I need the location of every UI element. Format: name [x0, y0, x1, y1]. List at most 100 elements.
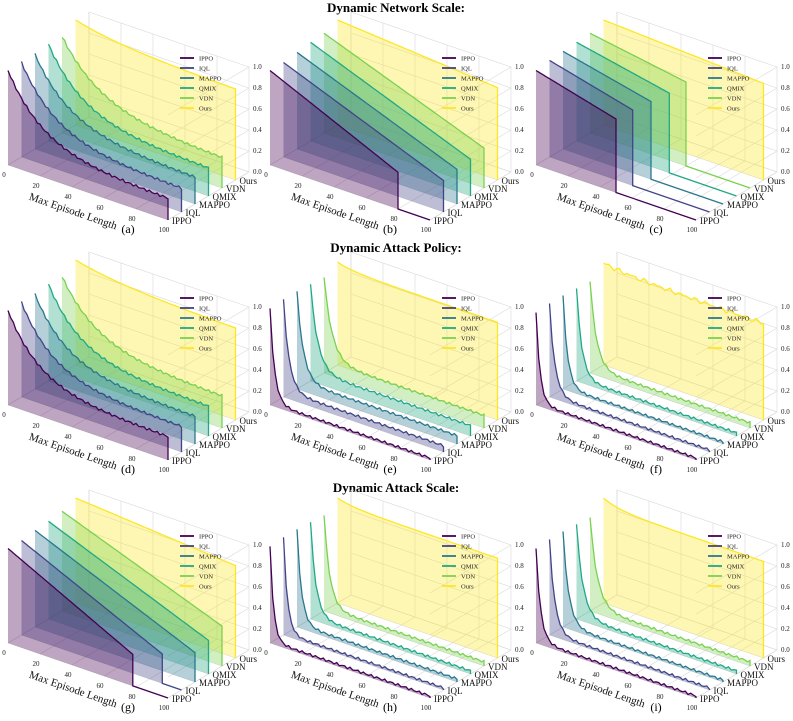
- z-tick-label: 0.4: [515, 604, 524, 612]
- grid-floor-line: [283, 396, 444, 453]
- grid-wall-hline: [350, 293, 512, 350]
- line-ippo: [535, 548, 697, 698]
- grid-floor-line: [549, 396, 710, 453]
- panel-label: (d): [121, 462, 135, 476]
- line-mappo: [296, 51, 458, 204]
- grid-wall-hline: [616, 116, 778, 173]
- panel-label: (f): [650, 462, 662, 476]
- line-iql: [20, 301, 183, 452]
- x-tick-label: 0: [264, 649, 268, 657]
- line-iql: [282, 299, 445, 452]
- legend-label-ippo: IPPO: [199, 56, 213, 63]
- grid-floor-line: [48, 380, 209, 437]
- series-axis-label-qmix: QMIX: [741, 670, 765, 680]
- z-tick-label: 0.0: [253, 168, 262, 176]
- x-tick-label: 100: [687, 226, 698, 234]
- grid-wall-hline: [616, 314, 778, 371]
- panel-label: (c): [649, 222, 662, 236]
- line-vdn: [61, 510, 223, 666]
- x-tick-label: 40: [65, 671, 73, 679]
- grid-wall-hline: [88, 272, 250, 329]
- grid-floor-line: [21, 156, 182, 213]
- line-ours: [603, 19, 765, 180]
- grid-depth-line: [397, 638, 480, 688]
- series-axis-label-iql: IQL: [714, 686, 729, 696]
- grid-side-line: [167, 66, 250, 116]
- grid-floor-line: [323, 372, 485, 429]
- legend-label-vdn: VDN: [461, 336, 475, 343]
- legend-label-qmix: QMIX: [727, 326, 745, 333]
- grid-wall-hline: [350, 32, 512, 89]
- z-tick-label: 1.0: [515, 541, 524, 549]
- series-axis-label-vdn: VDN: [754, 424, 774, 434]
- legend-label-mappo: MAPPO: [461, 554, 484, 561]
- grid-depth-line: [333, 616, 416, 666]
- panel-label: (h): [383, 700, 397, 714]
- z-tick-label: 0.6: [253, 105, 262, 113]
- z-tick-label: 1.0: [781, 303, 790, 311]
- x-tick-label: 60: [625, 204, 633, 212]
- z-tick-label: 0.6: [781, 345, 790, 353]
- line-ours: [337, 497, 499, 658]
- line-qmix: [575, 524, 738, 674]
- x-tick-label: 20: [33, 422, 41, 430]
- x-tick-label: 100: [421, 466, 432, 474]
- legend-label-mappo: MAPPO: [727, 76, 750, 83]
- line-vdn: [589, 32, 751, 189]
- row-title-3: Dynamic Attack Scale:: [333, 480, 459, 495]
- line-vdn: [323, 515, 485, 666]
- grid-depth-line: [39, 127, 122, 177]
- series-axis-label-ippo: IPPO: [172, 456, 192, 466]
- grid-depth-line: [135, 160, 218, 210]
- series-axis-label-iql: IQL: [186, 448, 201, 458]
- series-axis-label-mappo: MAPPO: [461, 200, 493, 210]
- series-axis-label-ours: Ours: [240, 654, 258, 664]
- x-tick-label: 60: [625, 444, 633, 452]
- grid-wall-hline: [616, 293, 778, 350]
- line-qmix: [309, 284, 472, 436]
- grid-floor-line: [283, 634, 444, 691]
- x-tick-label: 60: [97, 682, 105, 690]
- x-tick-label: 40: [593, 671, 601, 679]
- series-axis-label-mappo: MAPPO: [199, 440, 231, 450]
- line-ippo: [7, 310, 169, 460]
- grid-floor-line: [21, 634, 182, 691]
- series-axis-label-vdn: VDN: [754, 662, 774, 672]
- z-tick-label: 0.6: [781, 105, 790, 113]
- x-tick-label: 40: [327, 433, 335, 441]
- area-ours: [337, 262, 498, 420]
- line-ours: [75, 259, 237, 420]
- z-tick-label: 0.0: [515, 646, 524, 654]
- series-axis-label-iql: IQL: [714, 448, 729, 458]
- grid-wall-hline: [88, 251, 250, 308]
- series-axis-label-iql: IQL: [448, 686, 463, 696]
- line-ippo: [269, 308, 431, 460]
- panel-label: (b): [383, 222, 397, 236]
- grid-depth-line: [631, 389, 714, 439]
- grid-wall-hline: [616, 95, 778, 152]
- x-tick-label: 60: [359, 204, 367, 212]
- series-axis-label-ippo: IPPO: [700, 694, 720, 704]
- legend-label-iql: IQL: [727, 306, 738, 313]
- line-vdn: [323, 277, 485, 428]
- area-ours: [337, 498, 498, 658]
- grid-side-line: [695, 306, 778, 356]
- legend: IPPO IQL MAPPO QMIX VDN Ours: [442, 296, 484, 353]
- series-axis-label-qmix: QMIX: [741, 432, 765, 442]
- legend-label-mappo: MAPPO: [199, 316, 222, 323]
- x-tick-label: 100: [421, 704, 432, 712]
- z-tick-label: 0.6: [253, 345, 262, 353]
- line-ippo: [269, 546, 431, 698]
- x-tick-label: 100: [687, 466, 698, 474]
- line-ours: [603, 497, 765, 658]
- x-tick-label: 20: [295, 182, 303, 190]
- area-mappo: [35, 530, 195, 682]
- z-tick-label: 0.4: [253, 366, 262, 374]
- legend: IPPO IQL MAPPO QMIX VDN Ours: [180, 56, 222, 113]
- grid-depth-line: [567, 367, 650, 417]
- area-vdn: [590, 281, 750, 428]
- line-qmix: [48, 520, 210, 674]
